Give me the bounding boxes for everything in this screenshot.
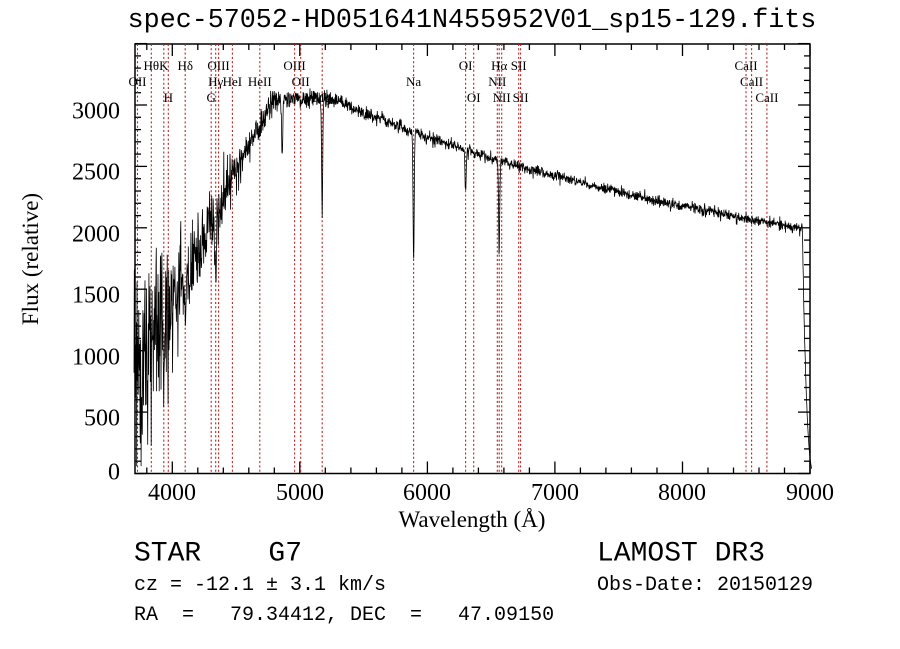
svg-text:cz = -12.1 ± 3.1 km/s: cz = -12.1 ± 3.1 km/s — [134, 574, 386, 597]
svg-text:1500: 1500 — [72, 283, 120, 309]
svg-text:Hγ: Hγ — [208, 74, 223, 89]
svg-text:6000: 6000 — [403, 480, 451, 506]
svg-text:Obs-Date: 20150129: Obs-Date: 20150129 — [597, 574, 813, 597]
svg-text:NII: NII — [488, 74, 506, 89]
svg-text:LAMOST DR3: LAMOST DR3 — [597, 539, 765, 570]
svg-text:Hα: Hα — [491, 58, 507, 73]
svg-text:0: 0 — [108, 460, 120, 486]
svg-text:K: K — [159, 58, 169, 73]
svg-text:OI: OI — [459, 58, 473, 73]
svg-text:SII: SII — [513, 90, 529, 105]
svg-text:1000: 1000 — [72, 345, 120, 371]
svg-text:RA = 79.34412, DEC = 47.: RA = 79.34412, DEC = 47.09150 — [134, 604, 554, 627]
svg-text:NII: NII — [493, 90, 511, 105]
svg-text:OIII: OIII — [207, 58, 229, 73]
svg-text:CaII: CaII — [755, 90, 778, 105]
svg-text:spec-57052-HD051641N455952V01_: spec-57052-HD051641N455952V01_sp15-129.f… — [128, 6, 817, 36]
svg-text:CaII: CaII — [740, 74, 763, 89]
svg-text:Wavelength (Å): Wavelength (Å) — [399, 507, 546, 532]
svg-text:H: H — [164, 90, 173, 105]
svg-text:OII: OII — [292, 74, 310, 89]
svg-text:500: 500 — [84, 406, 120, 432]
svg-text:Hδ: Hδ — [177, 58, 193, 73]
svg-text:8000: 8000 — [658, 480, 706, 506]
svg-text:OII: OII — [128, 74, 146, 89]
svg-text:4000: 4000 — [148, 480, 196, 506]
svg-text:STAR G7: STAR G7 — [134, 539, 302, 570]
svg-text:3000: 3000 — [72, 99, 120, 125]
svg-text:SII: SII — [511, 58, 527, 73]
svg-text:HeII: HeII — [248, 74, 272, 89]
svg-text:G: G — [207, 90, 216, 105]
svg-text:5000: 5000 — [276, 480, 324, 506]
svg-text:2000: 2000 — [72, 222, 120, 248]
svg-text:9000: 9000 — [786, 480, 834, 506]
svg-text:HeI: HeI — [223, 74, 243, 89]
svg-text:OI: OI — [467, 90, 481, 105]
svg-text:2500: 2500 — [72, 160, 120, 186]
svg-text:Flux (relative): Flux (relative) — [18, 193, 43, 325]
svg-text:Na: Na — [406, 74, 421, 89]
svg-text:Hθ: Hθ — [143, 58, 159, 73]
svg-text:OIII: OIII — [283, 58, 305, 73]
svg-text:CaII: CaII — [734, 58, 757, 73]
svg-text:7000: 7000 — [531, 480, 579, 506]
